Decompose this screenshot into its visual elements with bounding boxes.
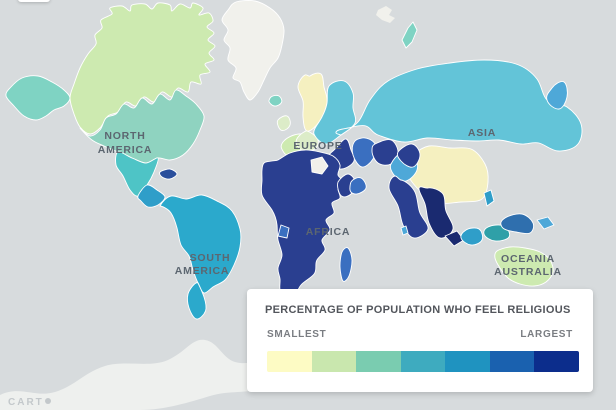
svg-text:CART: CART xyxy=(8,397,44,408)
svg-text:ASIA: ASIA xyxy=(468,127,496,139)
svg-text:OCEANIA: OCEANIA xyxy=(501,253,555,265)
svg-text:AFRICA: AFRICA xyxy=(306,226,350,238)
svg-text:AMERICA: AMERICA xyxy=(98,144,153,156)
svg-text:EUROPE: EUROPE xyxy=(293,140,342,152)
svg-text:SOUTH: SOUTH xyxy=(190,252,231,264)
svg-text:AMERICA: AMERICA xyxy=(175,265,230,277)
svg-text:AUSTRALIA: AUSTRALIA xyxy=(494,266,562,278)
svg-text:NORTH: NORTH xyxy=(104,130,145,142)
